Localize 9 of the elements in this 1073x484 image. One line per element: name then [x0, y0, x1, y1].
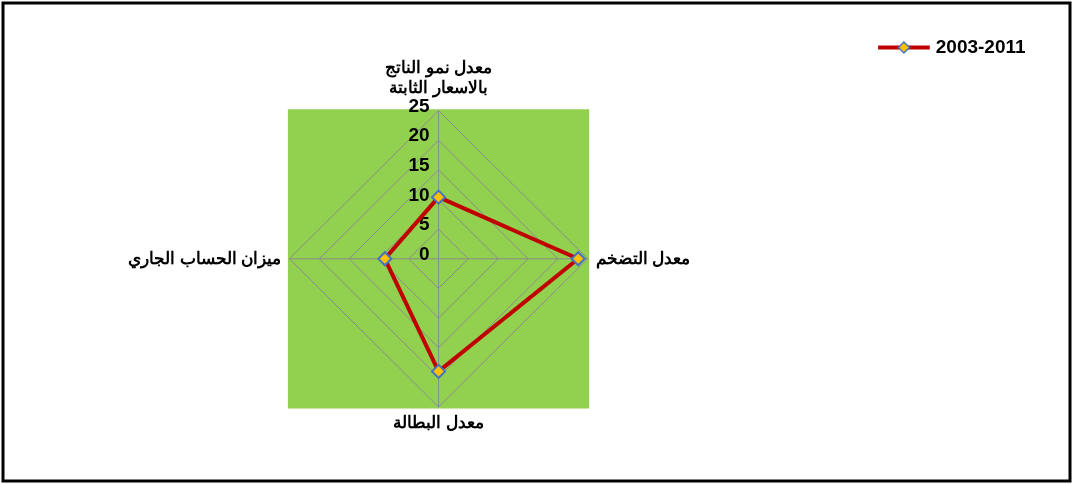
spoke-label: ميزان الحساب الجاري — [127, 248, 282, 269]
y-tick-label: 10 — [408, 183, 430, 205]
spoke-label: معدل البطالة — [393, 412, 484, 432]
y-tick-label: 0 — [419, 242, 430, 264]
y-tick-label: 20 — [408, 124, 430, 146]
spoke-label: معدل نمو الناتج بالاسعار الثابتة — [384, 57, 493, 98]
y-tick-label: 15 — [408, 153, 431, 175]
legend-label: 2003-2011 — [935, 36, 1026, 58]
spoke-label: معدل التضخم — [595, 248, 691, 269]
